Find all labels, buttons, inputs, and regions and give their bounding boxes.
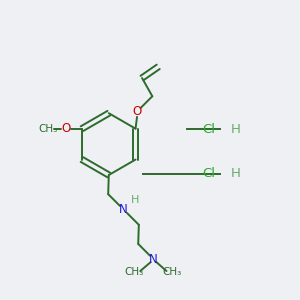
Text: CH₃: CH₃ bbox=[125, 268, 144, 278]
Text: CH₃: CH₃ bbox=[162, 268, 182, 278]
Text: CH₃: CH₃ bbox=[38, 124, 57, 134]
Text: N: N bbox=[119, 203, 128, 216]
Text: H: H bbox=[230, 167, 240, 180]
Text: O: O bbox=[61, 122, 70, 135]
Text: Cl: Cl bbox=[202, 123, 215, 136]
Text: N: N bbox=[149, 253, 158, 266]
Text: Cl: Cl bbox=[202, 167, 215, 180]
Text: O: O bbox=[132, 105, 142, 118]
Text: H: H bbox=[130, 195, 139, 205]
Text: H: H bbox=[230, 123, 240, 136]
